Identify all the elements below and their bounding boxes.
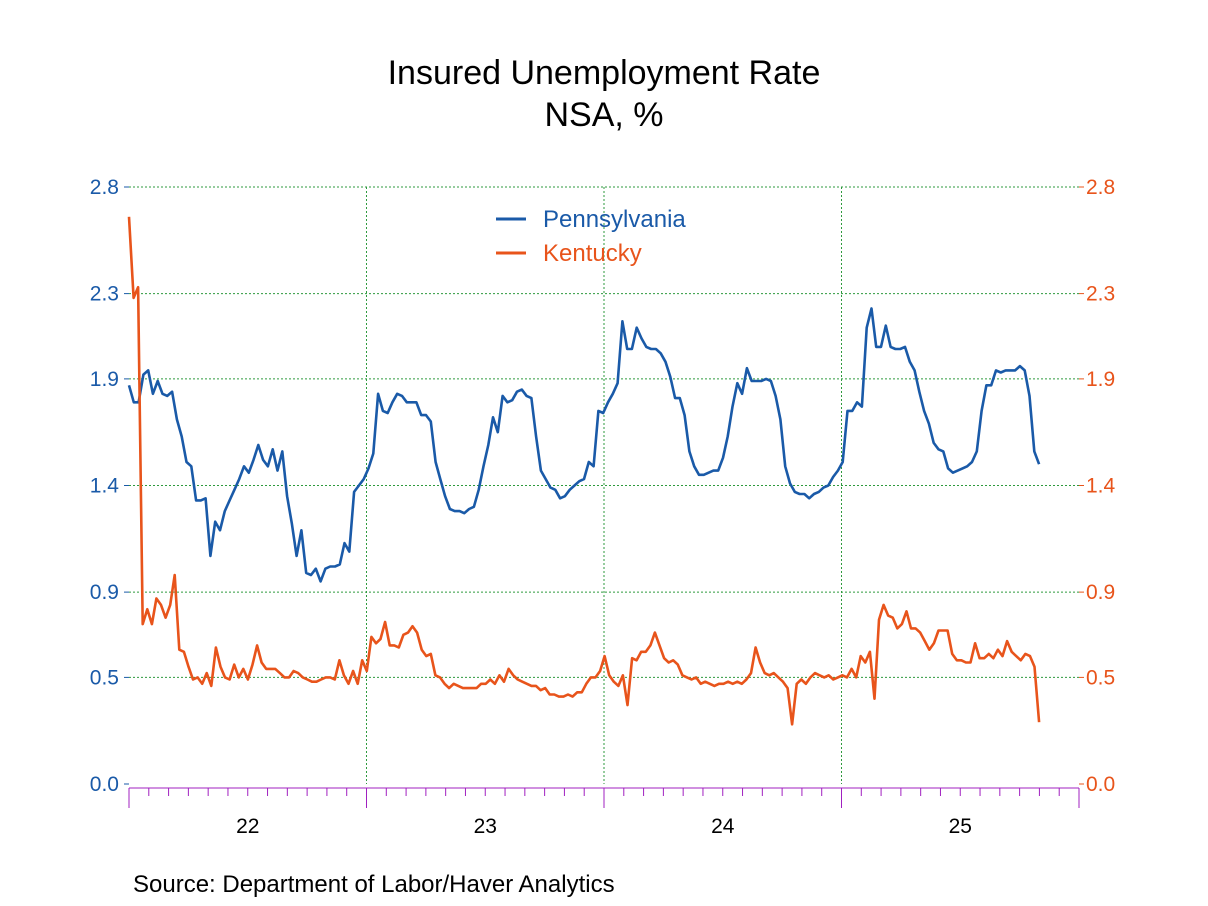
legend-label: Pennsylvania [543,206,686,233]
vertical-gridlines [366,187,842,784]
y-tick-right: 1.4 [1086,475,1116,498]
y-tick-right: 2.3 [1086,283,1115,306]
y-tick-left: 1.4 [90,475,120,498]
y-tick-right: 0.9 [1086,581,1115,604]
x-axis-ticks: 22 23 24 25 [236,815,972,838]
y-tick-right: 0.5 [1086,666,1115,689]
y-tick-left: 0.5 [90,666,119,689]
legend: Pennsylvania Kentucky [496,206,686,267]
x-axis [128,787,1080,808]
chart-title: Insured Unemployment Rate [387,54,821,92]
x-tick-label: 22 [236,815,259,838]
y-tick-right: 1.9 [1086,368,1115,391]
x-tick-label: 23 [474,815,497,838]
y-tick-left: 2.8 [90,176,119,199]
y-tick-left: 1.9 [90,368,119,391]
series-lines [127,216,1041,726]
series-line-pennsylvania [127,307,1041,583]
y-tick-left: 2.3 [90,283,119,306]
left-y-axis-ticks: 0.0 0.5 0.9 1.4 1.9 2.3 2.8 [90,176,129,796]
x-tick-label: 25 [949,815,972,838]
y-tick-left: 0.0 [90,773,119,796]
y-tick-right: 0.0 [1086,773,1115,796]
right-y-axis-ticks: 0.0 0.5 0.9 1.4 1.9 2.3 2.8 [1079,176,1116,796]
line-chart: 0.0 0.5 0.9 1.4 1.9 2.3 2.8 0.0 0.5 0.9 1.4 1.9 2.3… [90,176,1116,838]
source-note: Source: Department of Labor/Haver Analyt… [133,871,615,898]
chart-subtitle: NSA, % [544,96,664,134]
series-line-kentucky [127,216,1041,726]
x-tick-label: 24 [711,815,735,838]
y-tick-left: 0.9 [90,581,119,604]
legend-label: Kentucky [543,240,642,267]
y-tick-right: 2.8 [1086,176,1115,199]
